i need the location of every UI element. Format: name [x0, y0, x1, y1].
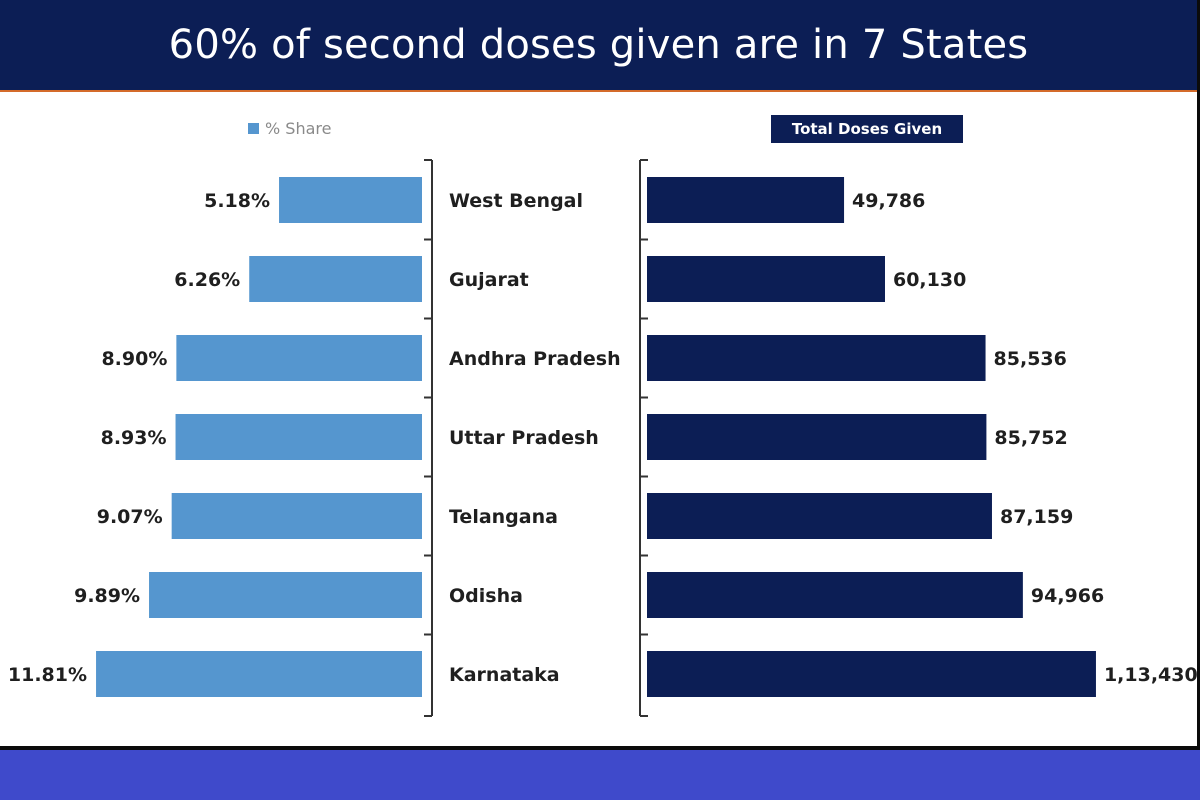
- doses-bar: [647, 335, 986, 381]
- share-data-label: 8.90%: [101, 348, 167, 370]
- doses-bar: [647, 651, 1096, 697]
- category-label: West Bengal: [449, 190, 583, 212]
- share-data-label: 6.26%: [174, 269, 240, 291]
- share-bar: [96, 651, 422, 697]
- share-bar: [149, 572, 422, 618]
- share-data-label: 8.93%: [101, 427, 167, 449]
- share-bar: [175, 414, 422, 460]
- share-data-label: 11.81%: [8, 664, 87, 686]
- legend-share-label: % Share: [265, 118, 332, 138]
- share-data-label: 9.07%: [97, 506, 163, 528]
- doses-bar: [647, 572, 1023, 618]
- doses-data-label: 85,536: [994, 348, 1067, 370]
- share-bar: [249, 256, 422, 302]
- share-data-label: 9.89%: [74, 585, 140, 607]
- doses-data-label: 87,159: [1000, 506, 1073, 528]
- chart-title: 60% of second doses given are in 7 State…: [0, 0, 1197, 92]
- share-bar: [279, 177, 422, 223]
- legend-share: % Share: [248, 116, 331, 140]
- doses-bar: [647, 414, 987, 460]
- category-label: Gujarat: [449, 269, 529, 291]
- doses-bar: [647, 256, 885, 302]
- category-label: Andhra Pradesh: [449, 348, 621, 370]
- doses-data-label: 94,966: [1031, 585, 1104, 607]
- doses-bar: [647, 493, 992, 539]
- legend-share-swatch: [248, 122, 259, 134]
- category-label: Odisha: [449, 585, 523, 607]
- legend-doses: Total Doses Given: [771, 115, 963, 143]
- doses-data-label: 49,786: [852, 190, 925, 212]
- share-bar: [171, 493, 422, 539]
- category-label: Karnataka: [449, 664, 560, 686]
- category-label: Telangana: [449, 506, 558, 528]
- doses-data-label: 1,13,430: [1104, 664, 1198, 686]
- doses-data-label: 85,752: [994, 427, 1067, 449]
- share-data-label: 5.18%: [204, 190, 270, 212]
- doses-bar: [647, 177, 845, 223]
- share-bar: [176, 335, 422, 381]
- doses-data-label: 60,130: [893, 269, 966, 291]
- category-label: Uttar Pradesh: [449, 427, 599, 449]
- chart-svg: 5.18% West Bengal 49,786 6.26% Gujarat 60,130…: [8, 159, 1198, 717]
